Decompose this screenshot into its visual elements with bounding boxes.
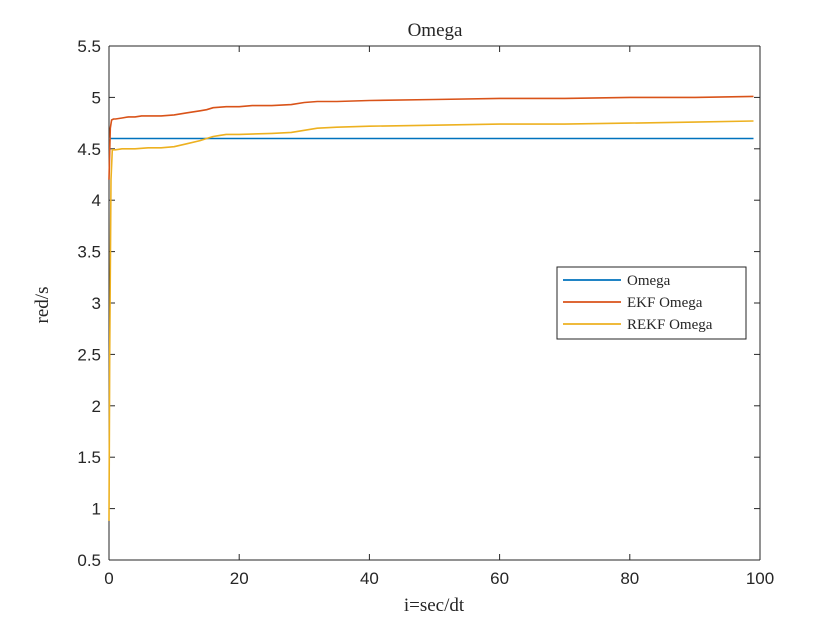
y-tick-label: 2.5 [77, 345, 101, 364]
plot-area: 0 20 40 60 80 100 0.5 1 1.5 2 2.5 3 3.5 4 4.5 5 5.5 [77, 37, 774, 588]
y-axis-label: red/s [32, 287, 53, 324]
x-tick-label: 100 [746, 569, 774, 588]
legend-label: REKF Omega [627, 317, 713, 333]
series-line-ekf-omega [108, 95, 754, 180]
x-tick-label: 60 [490, 569, 509, 588]
y-tick-label: 2 [92, 397, 101, 416]
y-tick-label: 3.5 [77, 243, 101, 262]
series-line-rekf-omega [108, 120, 754, 521]
y-tick-label: 1 [92, 500, 101, 519]
y-tick-label: 0.5 [77, 551, 101, 570]
y-tick-label: 3 [92, 294, 101, 313]
y-tick-label: 1.5 [77, 448, 101, 467]
legend: Omega EKF Omega REKF Omega [556, 266, 747, 340]
y-tick-label: 5.5 [77, 37, 101, 56]
legend-label: EKF Omega [627, 295, 703, 311]
y-tick-label: 4 [92, 191, 101, 210]
chart-title: Omega [408, 20, 463, 41]
y-tick-label: 4.5 [77, 140, 101, 159]
x-tick-label: 80 [620, 569, 639, 588]
legend-box [556, 266, 747, 340]
y-tick-label: 5 [92, 88, 101, 107]
x-axis-label: i=sec/dt [404, 595, 465, 616]
x-tick-label: 40 [360, 569, 379, 588]
x-tick-label: 20 [230, 569, 249, 588]
x-tick-label: 0 [104, 569, 113, 588]
legend-label: Omega [627, 273, 671, 289]
